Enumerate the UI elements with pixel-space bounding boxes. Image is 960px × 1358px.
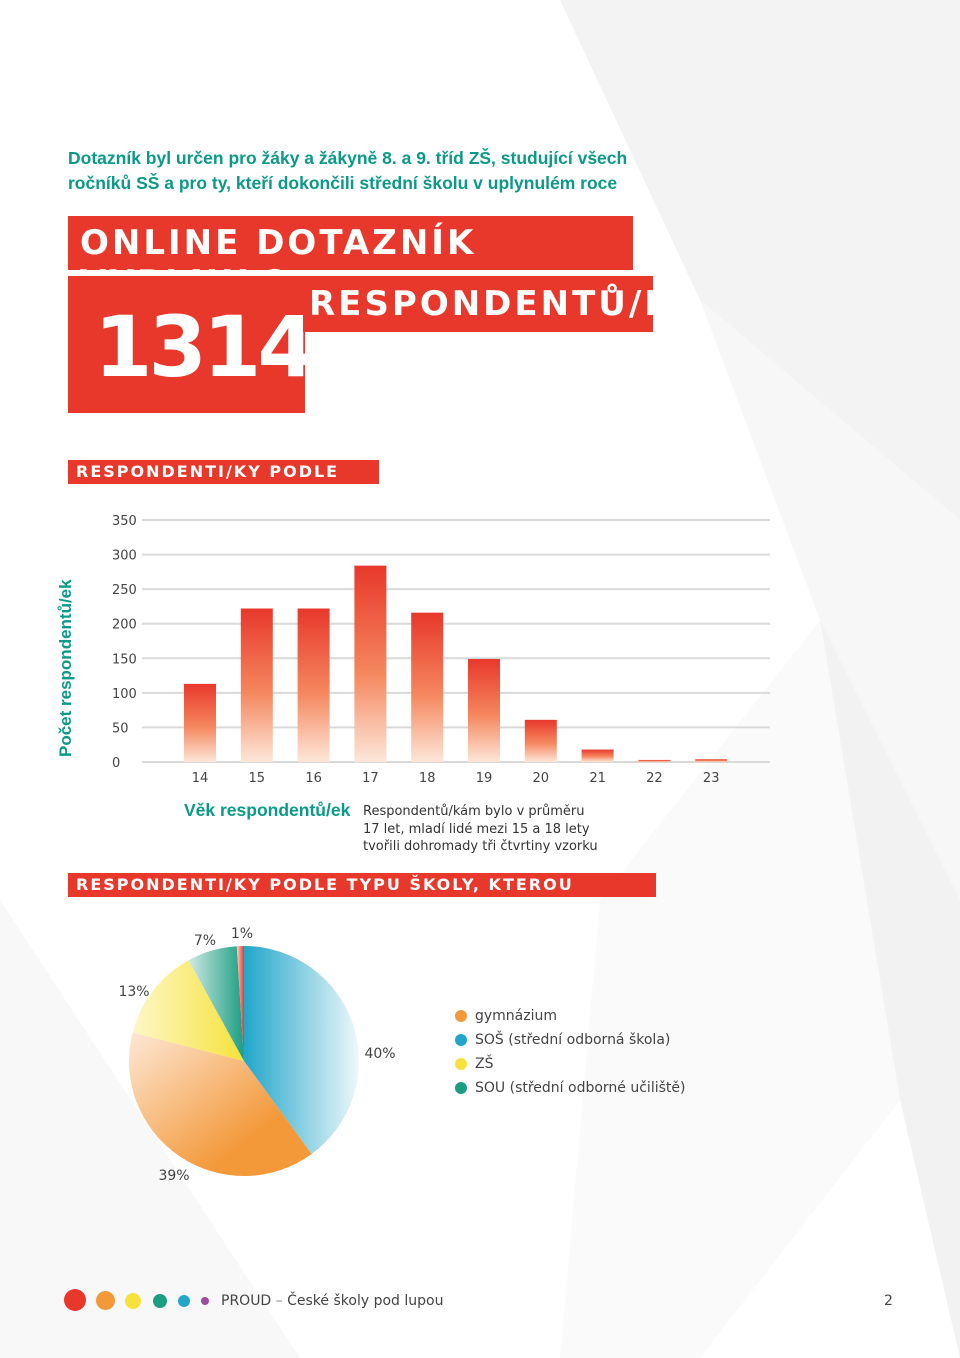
legend-item-sos: SOŠ (střední odborná škola) — [455, 1028, 685, 1052]
footer-dot-purple-icon — [201, 1297, 209, 1305]
slice-sou — [188, 946, 244, 1061]
respondent-count: 1314 — [94, 298, 316, 396]
legend-label: ZŠ — [475, 1056, 494, 1072]
slice-label: 7% — [194, 933, 216, 949]
footer-dot-teal-icon — [153, 1294, 167, 1308]
headline-banner-2: RESPONDENTŮ/EK — [303, 276, 697, 332]
slice-label: 39% — [158, 1168, 189, 1184]
slice-label: 1% — [231, 926, 253, 942]
legend-dot-icon — [455, 1082, 467, 1094]
y-tick-label: 350 — [112, 514, 137, 529]
legend-label: SOŠ (střední odborná škola) — [475, 1032, 671, 1048]
footer-dot-blue-icon — [178, 1295, 190, 1307]
section-title-age: RESPONDENTI/KY PODLE VĚKU — [68, 460, 379, 505]
y-tick-label: 150 — [112, 652, 137, 667]
x-tick-label: 21 — [589, 771, 606, 786]
age-bar-chart: 0 50 100 150 200 250 300 350 14 15 16 17 18 19 20 21 22… — [112, 514, 770, 786]
school-type-pie-chart: 40% 39% 13% 7% 1% — [118, 926, 395, 1184]
bar-age-16 — [297, 608, 330, 762]
x-tick-label: 15 — [249, 771, 266, 786]
x-tick-label: 16 — [305, 771, 322, 786]
respondent-count-box: 1314 — [68, 276, 316, 413]
age-note: Respondentů/kám bylo v průměru 17 let, m… — [363, 803, 603, 856]
y-tick-label: 300 — [112, 549, 137, 564]
legend-item-sou: SOU (střední odborné učiliště) — [455, 1076, 685, 1100]
x-tick-label: 14 — [192, 771, 209, 786]
section-title-school: RESPONDENTI/KY PODLE TYPU ŠKOLY, KTEROU … — [68, 873, 656, 918]
footer-dash: – — [275, 1293, 283, 1309]
age-note-line-3: tvořili dohromady tři čtvrtiny vzorku — [363, 839, 598, 854]
legend-label: gymnázium — [475, 1008, 558, 1024]
slice-zs — [132, 960, 244, 1061]
intro-line-2: ročníků SŠ a pro ty, kteří dokončili stř… — [68, 173, 618, 193]
slice-label: 13% — [118, 984, 149, 1000]
legend-dot-icon — [455, 1034, 467, 1046]
y-tick-label: 100 — [112, 687, 137, 702]
legend-label: SOU (střední odborné učiliště) — [475, 1080, 686, 1096]
bar-age-15 — [240, 608, 273, 762]
slice-sos — [244, 946, 359, 1155]
legend-item-zs: ZŠ — [455, 1052, 685, 1076]
bar-age-22 — [638, 759, 671, 762]
footer-brand: PROUD — [221, 1293, 272, 1309]
y-tick-label: 50 — [112, 721, 129, 736]
y-tick-label: 200 — [112, 618, 137, 633]
x-tick-label: 17 — [362, 771, 379, 786]
pie-legend: gymnázium SOŠ (střední odborná škola) ZŠ… — [455, 1004, 685, 1100]
footer-title: PROUD – České školy pod lupou — [221, 1293, 443, 1309]
footer-dot-yellow-icon — [125, 1293, 141, 1309]
bar-age-20 — [524, 719, 557, 762]
bar-age-14 — [184, 683, 216, 762]
page-number: 2 — [884, 1293, 893, 1309]
y-tick-label: 0 — [112, 756, 120, 771]
x-axis-label: Věk respondentů/ek — [184, 800, 351, 820]
x-tick-label: 18 — [419, 771, 436, 786]
footer-dot-orange-icon — [96, 1291, 115, 1310]
slice-other — [236, 946, 244, 1061]
intro-text: Dotazník byl určen pro žáky a žákyně 8. … — [68, 146, 668, 196]
y-tick-label: 250 — [112, 583, 137, 598]
headline-line-2: RESPONDENTŮ/EK — [309, 284, 700, 324]
bar-age-23 — [695, 759, 728, 762]
footer-subtitle: České školy pod lupou — [287, 1293, 444, 1309]
slice-gymnazium — [129, 1032, 312, 1176]
bar-age-19 — [468, 658, 500, 762]
y-axis-label: Počet respondentů/ek — [56, 579, 75, 757]
legend-item-gymnazium: gymnázium — [455, 1004, 685, 1028]
footer: PROUD – České školy pod lupou 2 — [0, 1286, 960, 1316]
bar-age-21 — [581, 749, 614, 762]
intro-line-1: Dotazník byl určen pro žáky a žákyně 8. … — [68, 148, 628, 168]
x-tick-label: 23 — [703, 771, 720, 786]
legend-dot-icon — [455, 1010, 467, 1022]
x-tick-label: 22 — [646, 771, 663, 786]
footer-dot-red-icon — [64, 1289, 86, 1311]
legend-dot-icon — [455, 1058, 467, 1070]
slice-label: 40% — [364, 1046, 395, 1062]
headline-banner: ONLINE DOTAZNÍK VYPLNILO — [68, 216, 633, 303]
x-tick-label: 20 — [533, 771, 550, 786]
bar-age-18 — [411, 612, 444, 762]
age-note-line-1: Respondentů/kám bylo v průměru — [363, 804, 585, 819]
age-note-line-2: 17 let, mladí lidé mezi 15 a 18 lety — [363, 821, 590, 837]
x-tick-label: 19 — [476, 771, 493, 786]
bar-age-17 — [354, 565, 387, 762]
